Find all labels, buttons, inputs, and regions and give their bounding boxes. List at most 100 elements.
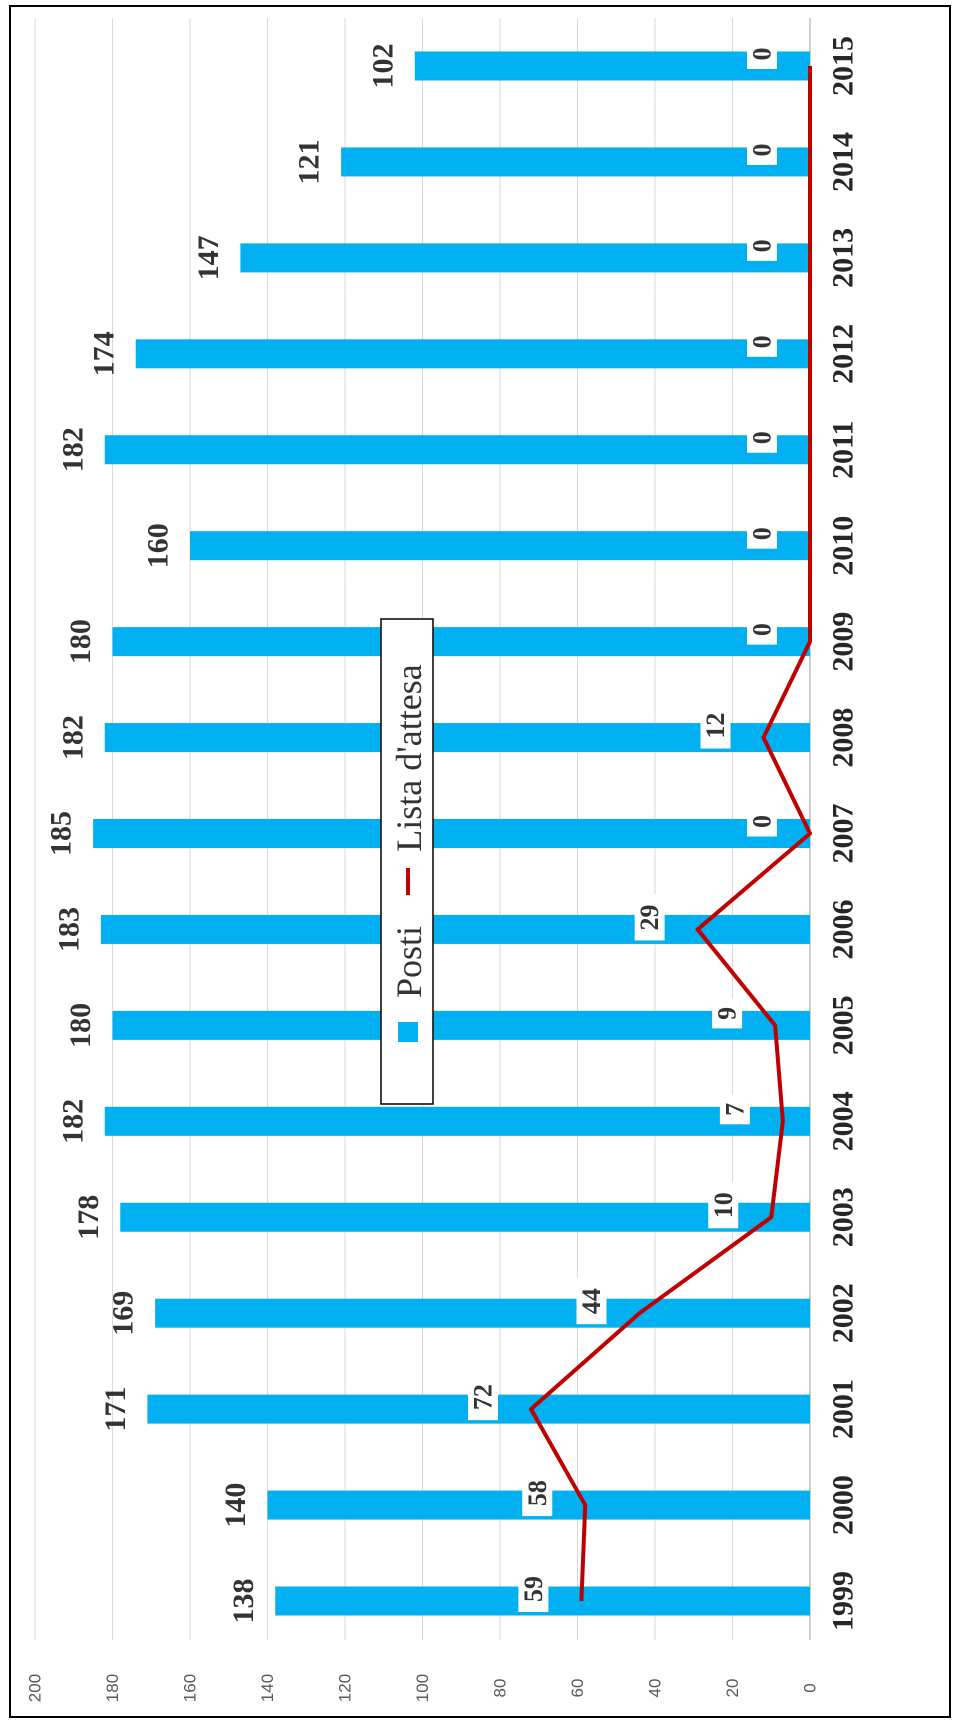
bar-posti-2004 bbox=[104, 1106, 810, 1136]
category-label-2012: 2012 bbox=[827, 324, 860, 384]
line-label-2010: 0 bbox=[748, 527, 777, 540]
bar-label-2009: 180 bbox=[64, 619, 97, 664]
category-label-2004: 2004 bbox=[827, 1091, 860, 1151]
bar-label-2000: 140 bbox=[219, 1483, 252, 1528]
category-label-2002: 2002 bbox=[827, 1283, 860, 1343]
line-label-2011: 0 bbox=[748, 431, 777, 444]
value-tick-label: 40 bbox=[646, 1679, 665, 1698]
line-label-2002: 44 bbox=[577, 1288, 606, 1314]
data-labels: 138 140 171 169 178 182 180 183 185 182 180 160 182 1… bbox=[45, 39, 777, 1624]
value-tick-label: 20 bbox=[723, 1679, 742, 1698]
bar-label-2008: 182 bbox=[56, 715, 89, 760]
line-label-2003: 10 bbox=[709, 1192, 738, 1218]
category-label-2007: 2007 bbox=[827, 804, 860, 864]
line-label-bg bbox=[700, 702, 731, 749]
line-label-bg bbox=[719, 1094, 750, 1125]
bar-posti-2007 bbox=[93, 819, 810, 848]
chart-border bbox=[9, 5, 951, 1718]
line-label-bg bbox=[576, 1278, 607, 1325]
bar-label-2002: 169 bbox=[107, 1291, 140, 1336]
line-label-2007: 0 bbox=[748, 815, 777, 828]
category-label-2001: 2001 bbox=[827, 1379, 860, 1439]
bar-label-2012: 174 bbox=[87, 331, 120, 376]
category-label-2014: 2014 bbox=[827, 132, 860, 192]
legend-swatch-posti bbox=[398, 1022, 418, 1042]
bar-posti-2014 bbox=[341, 147, 810, 177]
line-label-2000: 58 bbox=[523, 1480, 552, 1506]
bar-label-2014: 121 bbox=[293, 139, 326, 184]
bar-posti-2011 bbox=[104, 435, 810, 465]
line-label-bg bbox=[747, 230, 777, 261]
bar-label-2003: 178 bbox=[72, 1195, 105, 1240]
line-label-bg bbox=[708, 1182, 739, 1229]
category-axis: 1999 2000 2001 2002 2003 2004 2005 2006 2007 2008… bbox=[827, 36, 860, 1631]
bar-label-2013: 147 bbox=[192, 235, 225, 280]
value-tick-label: 60 bbox=[568, 1679, 587, 1698]
line-label-1999: 59 bbox=[519, 1576, 548, 1602]
line-label-2008: 12 bbox=[701, 713, 730, 739]
line-label-bg bbox=[468, 1374, 498, 1421]
line-label-2012: 0 bbox=[748, 335, 777, 348]
line-label-2009: 0 bbox=[748, 623, 777, 636]
category-label-2011: 2011 bbox=[827, 421, 860, 479]
bar-label-2001: 171 bbox=[99, 1387, 132, 1432]
line-label-2013: 0 bbox=[748, 239, 777, 252]
category-label-2006: 2006 bbox=[827, 899, 860, 959]
value-tick-label: 180 bbox=[103, 1674, 122, 1702]
bar-label-1999: 138 bbox=[227, 1579, 260, 1624]
line-label-bg bbox=[747, 614, 777, 645]
line-label-bg bbox=[634, 894, 665, 941]
category-label-2003: 2003 bbox=[827, 1187, 860, 1247]
legend-label-lista: Lista d'attesa bbox=[389, 664, 429, 851]
value-tick-label: 160 bbox=[181, 1674, 200, 1702]
category-label-2013: 2013 bbox=[827, 228, 860, 288]
line-label-bg bbox=[747, 134, 777, 165]
value-tick-label: 140 bbox=[258, 1674, 277, 1702]
bar-label-2005: 180 bbox=[64, 1003, 97, 1048]
bars-posti bbox=[93, 51, 810, 1616]
line-label-bg bbox=[747, 806, 777, 837]
line-label-2005: 9 bbox=[713, 1007, 742, 1020]
line-label-bg bbox=[747, 326, 777, 357]
line-label-bg bbox=[747, 422, 777, 453]
bar-posti-2012 bbox=[135, 339, 810, 369]
bar-posti-2008 bbox=[104, 723, 810, 753]
bar-posti-2010 bbox=[190, 531, 810, 561]
line-label-bg bbox=[522, 1470, 553, 1517]
line-lista-attesa-path bbox=[529, 66, 812, 1602]
legend: Posti Lista d'attesa bbox=[380, 618, 434, 1105]
bar-label-2004: 182 bbox=[56, 1099, 89, 1144]
category-label-2008: 2008 bbox=[827, 708, 860, 768]
line-lista-attesa bbox=[529, 66, 812, 1602]
category-label-2005: 2005 bbox=[827, 995, 860, 1055]
line-label-2001: 72 bbox=[469, 1384, 498, 1410]
bar-posti-2013 bbox=[240, 243, 810, 273]
bar-posti-2006 bbox=[100, 914, 810, 944]
category-label-2009: 2009 bbox=[827, 612, 860, 672]
line-label-bg bbox=[518, 1566, 549, 1612]
value-axis-ticks: 0 20 40 60 80 100 120 140 160 180 200 bbox=[26, 1674, 820, 1702]
line-label-bg bbox=[712, 998, 743, 1029]
bar-posti-2005 bbox=[112, 1010, 810, 1040]
category-label-1999: 1999 bbox=[827, 1571, 860, 1631]
category-label-2010: 2010 bbox=[827, 516, 860, 576]
bar-label-2006: 183 bbox=[52, 907, 85, 952]
line-label-bg bbox=[747, 39, 777, 69]
bar-label-2015: 102 bbox=[366, 44, 399, 89]
bar-posti-2002 bbox=[155, 1298, 810, 1328]
category-label-2015: 2015 bbox=[827, 36, 860, 96]
bar-label-2011: 182 bbox=[56, 427, 89, 472]
line-label-2004: 7 bbox=[720, 1103, 749, 1116]
value-tick-label: 200 bbox=[26, 1674, 45, 1702]
value-tick-label: 100 bbox=[413, 1674, 432, 1702]
value-tick-label: 0 bbox=[801, 1683, 820, 1692]
legend-label-posti: Posti bbox=[389, 926, 429, 998]
bar-posti-2009 bbox=[112, 627, 810, 657]
bar-label-2007: 185 bbox=[45, 811, 78, 856]
bar-posti-2015 bbox=[414, 51, 810, 81]
line-label-2015: 0 bbox=[748, 48, 777, 61]
line-label-bg bbox=[747, 518, 777, 549]
line-label-2006: 29 bbox=[635, 904, 664, 930]
